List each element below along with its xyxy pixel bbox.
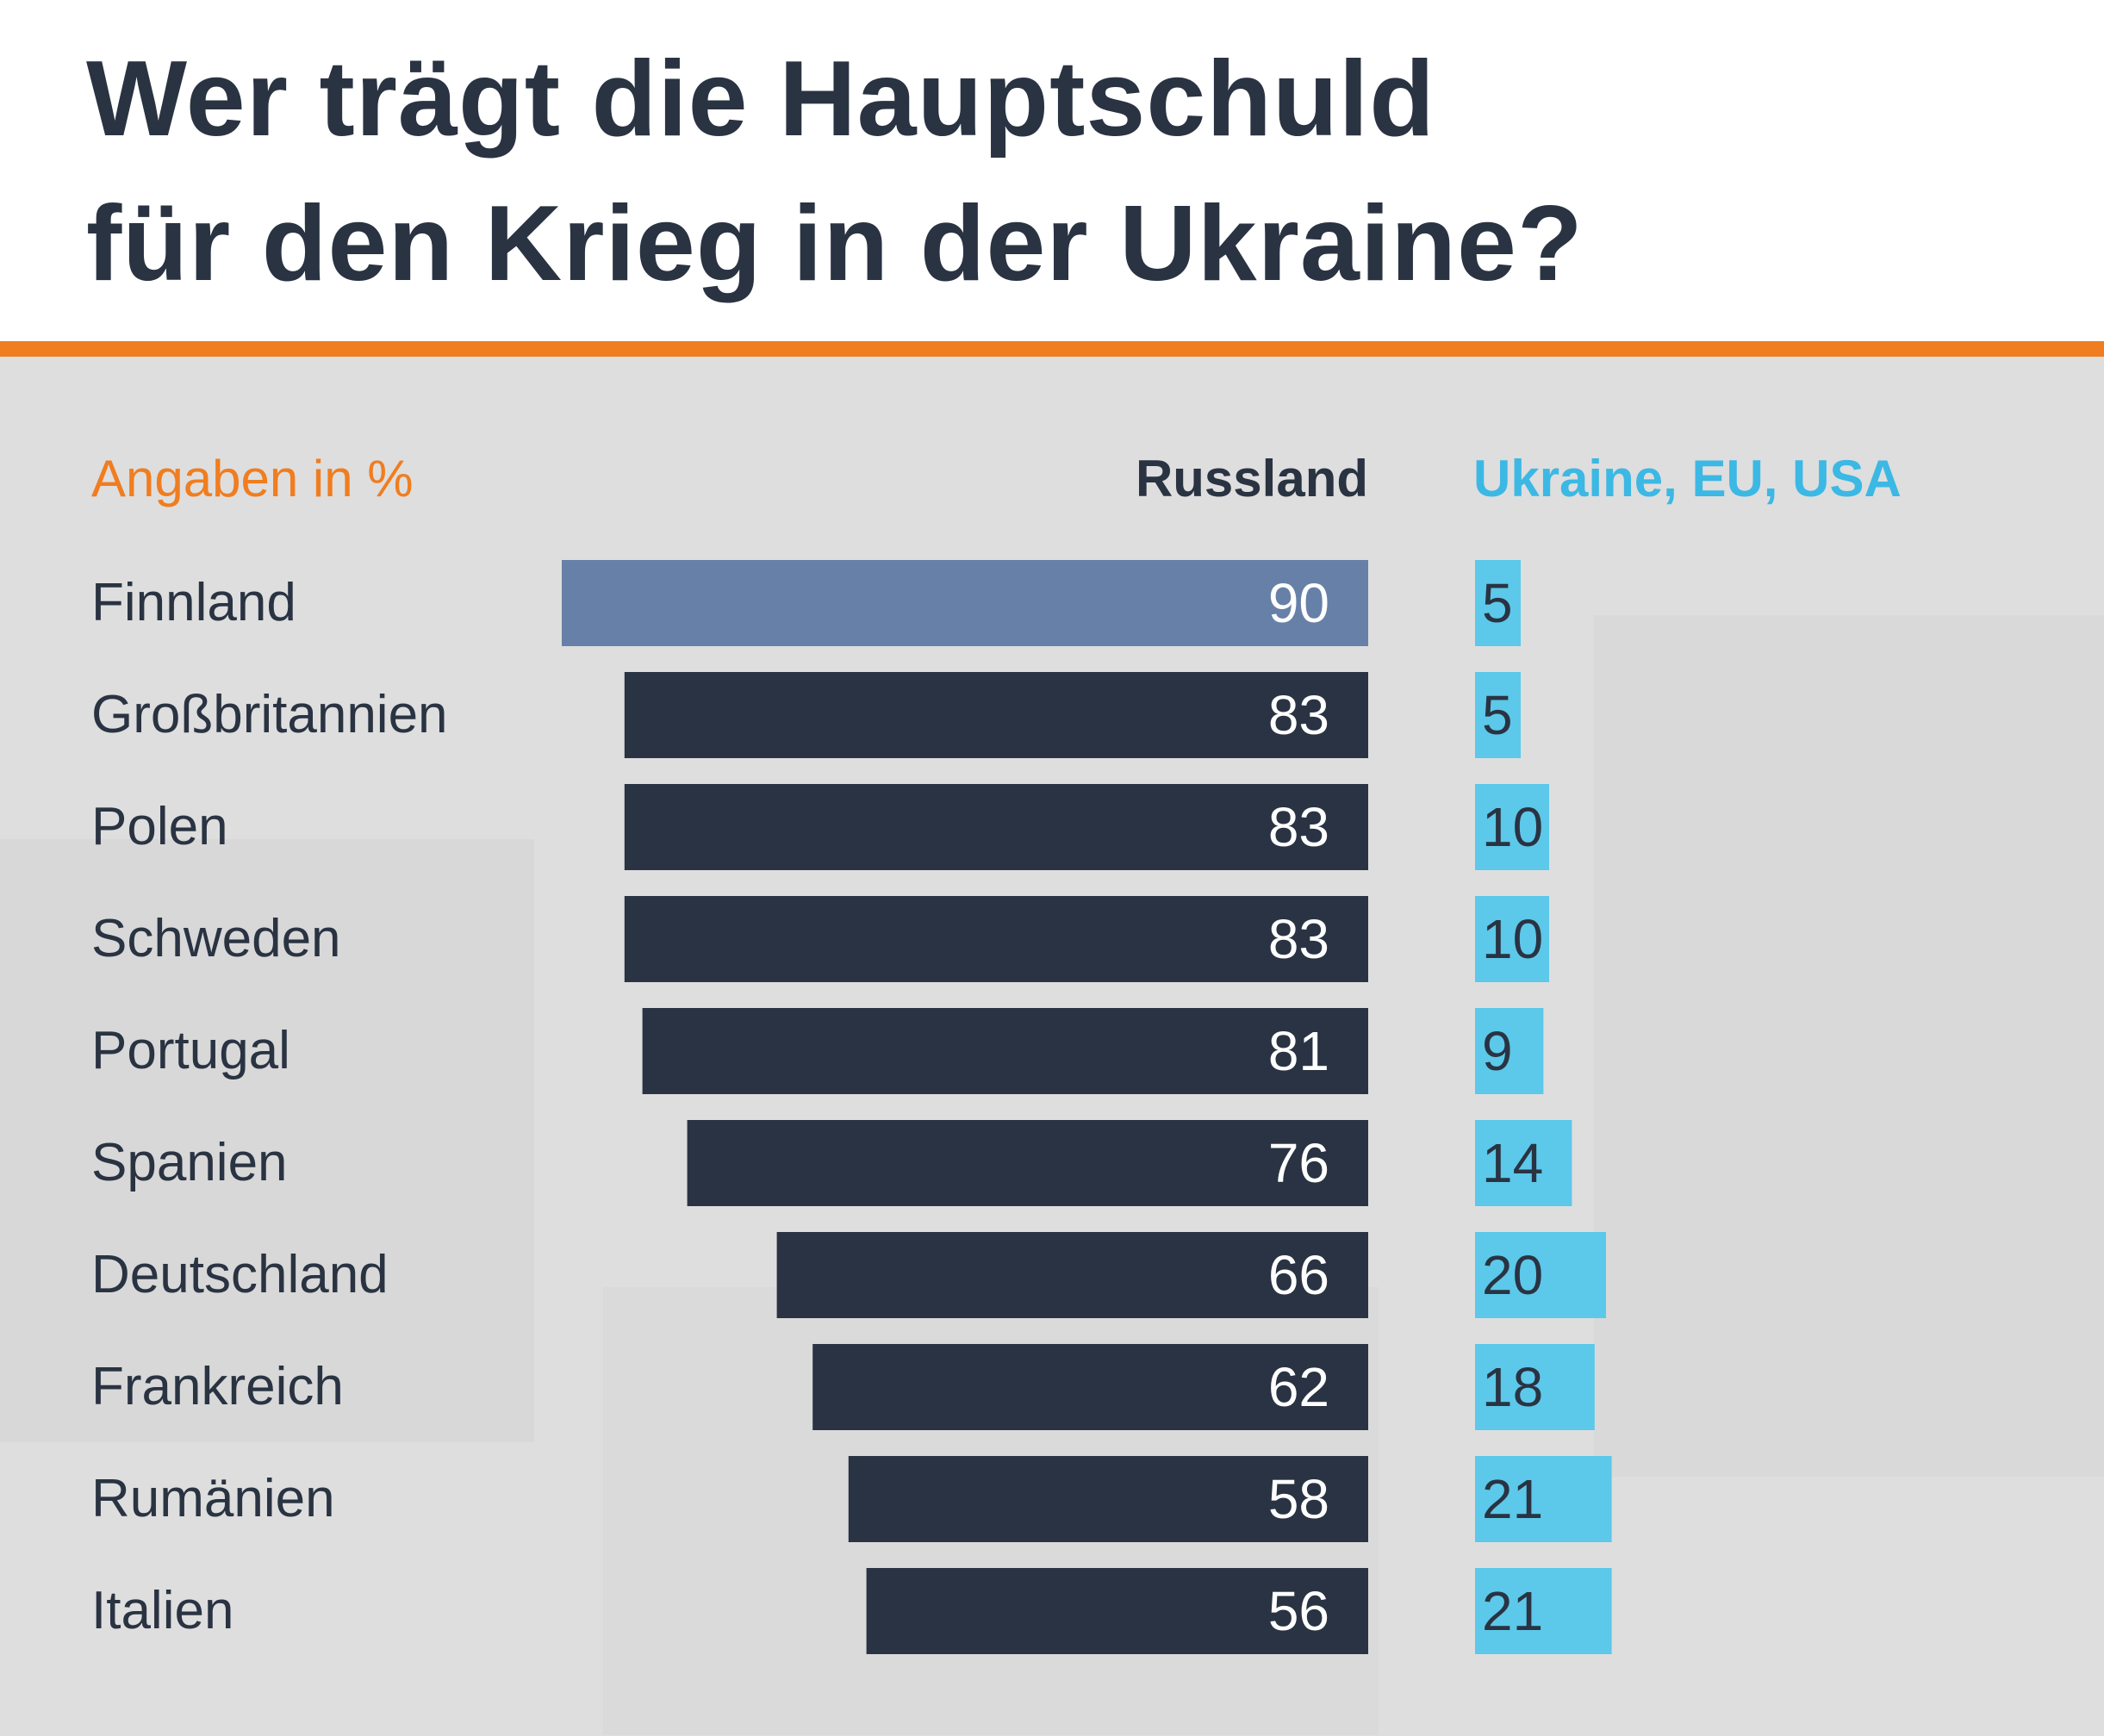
bar-russland xyxy=(624,896,1368,982)
bar-chart: Angaben in % Russland Ukraine, EU, USA F… xyxy=(0,357,2104,1736)
value-label-russland: 90 xyxy=(1268,572,1329,634)
bar-russland xyxy=(562,560,1368,646)
bar-russland xyxy=(624,784,1368,870)
bar-row: Frankreich 62 18 xyxy=(91,1344,1595,1430)
series-2-legend: Ukraine, EU, USA xyxy=(1473,450,1902,507)
value-label-ukraine-eu-usa: 21 xyxy=(1482,1468,1543,1530)
bar-russland xyxy=(848,1456,1368,1542)
category-label: Portugal xyxy=(91,1021,290,1080)
bar-russland xyxy=(642,1008,1368,1094)
value-label-ukraine-eu-usa: 5 xyxy=(1482,572,1513,634)
bar-russland xyxy=(624,672,1368,758)
category-label: Frankreich xyxy=(91,1357,344,1416)
value-label-ukraine-eu-usa: 18 xyxy=(1482,1356,1543,1418)
category-label: Deutschland xyxy=(91,1245,389,1304)
value-label-russland: 83 xyxy=(1268,908,1329,970)
value-label-russland: 83 xyxy=(1268,684,1329,746)
category-label: Italien xyxy=(91,1581,233,1640)
category-label: Schweden xyxy=(91,909,341,968)
bar-row: Rumänien 58 21 xyxy=(91,1456,1612,1542)
texture-patch xyxy=(0,839,534,1442)
header: Wer trägt die Hauptschuld für den Krieg … xyxy=(0,0,2104,341)
bar-ukraine-eu-usa xyxy=(1475,1232,1606,1318)
value-label-russland: 83 xyxy=(1268,796,1329,858)
bar-row: Italien 56 21 xyxy=(91,1568,1612,1654)
value-label-ukraine-eu-usa: 20 xyxy=(1482,1244,1543,1306)
accent-rule xyxy=(0,341,2104,357)
chart-area: Angaben in % Russland Ukraine, EU, USA F… xyxy=(0,357,2104,1736)
bar-row: Portugal 81 9 xyxy=(91,1008,1544,1094)
bar-ukraine-eu-usa xyxy=(1475,1008,1544,1094)
value-label-ukraine-eu-usa: 5 xyxy=(1482,684,1513,746)
bar-row: Schweden 83 10 xyxy=(91,896,1549,982)
bar-row: Deutschland 66 20 xyxy=(91,1232,1606,1318)
value-label-russland: 58 xyxy=(1268,1468,1329,1530)
bar-row: Großbritannien 83 5 xyxy=(91,672,1521,758)
value-label-russland: 56 xyxy=(1268,1580,1329,1642)
title-line-1: Wer trägt die Hauptschuld xyxy=(86,40,1435,159)
title-line-2: für den Krieg in der Ukraine? xyxy=(86,184,1584,303)
value-label-ukraine-eu-usa: 9 xyxy=(1482,1020,1513,1082)
bar-russland xyxy=(866,1568,1368,1654)
unit-label: Angaben in % xyxy=(91,450,414,507)
texture-patch xyxy=(1594,615,2104,1477)
category-label: Spanien xyxy=(91,1133,288,1192)
bar-ukraine-eu-usa xyxy=(1475,1344,1595,1430)
bar-ukraine-eu-usa xyxy=(1475,1120,1572,1206)
bar-ukraine-eu-usa xyxy=(1475,1568,1612,1654)
category-label: Rumänien xyxy=(91,1469,335,1528)
category-label: Großbritannien xyxy=(91,685,448,744)
bar-row: Spanien 76 14 xyxy=(91,1120,1572,1206)
bar-ukraine-eu-usa xyxy=(1475,896,1549,982)
category-label: Finnland xyxy=(91,573,296,632)
category-label: Polen xyxy=(91,797,228,856)
value-label-ukraine-eu-usa: 14 xyxy=(1482,1132,1543,1194)
bar-ukraine-eu-usa xyxy=(1475,1456,1612,1542)
bar-russland xyxy=(776,1232,1368,1318)
bar-russland xyxy=(687,1120,1368,1206)
value-label-russland: 62 xyxy=(1268,1356,1329,1418)
value-label-ukraine-eu-usa: 10 xyxy=(1482,796,1543,858)
value-label-ukraine-eu-usa: 10 xyxy=(1482,908,1543,970)
bar-ukraine-eu-usa xyxy=(1475,560,1521,646)
bar-ukraine-eu-usa xyxy=(1475,672,1521,758)
bar-ukraine-eu-usa xyxy=(1475,784,1549,870)
value-label-ukraine-eu-usa: 21 xyxy=(1482,1580,1543,1642)
series-1-legend: Russland xyxy=(1136,450,1368,507)
bar-row: Finnland 90 5 xyxy=(91,560,1521,646)
bar-row: Polen 83 10 xyxy=(91,784,1549,870)
value-label-russland: 66 xyxy=(1268,1244,1329,1306)
value-label-russland: 76 xyxy=(1268,1132,1329,1194)
bar-russland xyxy=(812,1344,1368,1430)
value-label-russland: 81 xyxy=(1268,1020,1329,1082)
